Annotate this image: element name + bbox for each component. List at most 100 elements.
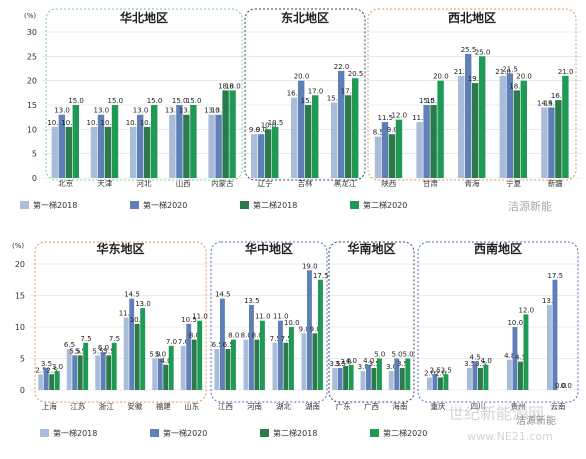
y-tick-label: 5 [32, 150, 37, 159]
bar [562, 75, 569, 178]
data-label: 15.0 [68, 97, 84, 105]
bar [507, 359, 512, 390]
watermark-top: 洁源新能 [508, 199, 552, 213]
data-label: 11.0 [192, 313, 208, 321]
bar [222, 90, 229, 178]
data-label: 4.0 [363, 357, 374, 365]
legend-label: 第二梯2020 [383, 428, 427, 438]
bar [337, 367, 343, 390]
x-tick-label: 海南 [392, 401, 407, 411]
data-label: 10.0 [261, 121, 277, 129]
bar [100, 352, 106, 390]
data-label: 11.5 [412, 114, 428, 122]
data-label: 5.5 [75, 347, 86, 355]
bar [130, 126, 137, 178]
data-label: 8.0 [252, 332, 263, 340]
data-label: 13.0 [54, 107, 70, 115]
data-label: 25.0 [475, 48, 491, 56]
bar [77, 355, 83, 390]
bar [283, 342, 289, 390]
data-label: 6.5 [223, 341, 234, 349]
y-tick-label: 30 [27, 28, 37, 37]
region-box [244, 8, 366, 181]
data-label: 14.5 [215, 291, 231, 299]
data-label: 15.0 [147, 97, 163, 105]
bar [360, 371, 366, 390]
x-tick-label: 陕西 [381, 178, 396, 188]
data-label: 2.5 [441, 366, 452, 374]
bar [106, 355, 112, 390]
bar [104, 126, 112, 178]
bar [405, 358, 411, 390]
bar [243, 339, 249, 390]
bar [352, 78, 359, 178]
bar [388, 371, 394, 390]
data-label: 25.5 [461, 46, 477, 54]
data-label: 5.0 [403, 351, 414, 359]
bar [137, 114, 144, 178]
y-axis-label: (%) [12, 242, 24, 250]
data-label: 10.5 [140, 119, 156, 127]
legend-label: 第一梯2018 [53, 428, 97, 438]
watermark-site: 世纪新能源网 [448, 404, 544, 423]
bar [190, 105, 197, 178]
x-tick-label: 黑龙江 [334, 178, 357, 188]
y-tick-label: 20 [27, 77, 37, 86]
data-label: 4.0 [160, 357, 171, 365]
bar [472, 83, 479, 178]
bar [225, 349, 231, 390]
y-tick-label: 0 [20, 386, 25, 395]
bar [331, 102, 338, 178]
data-label: 20.0 [294, 73, 310, 81]
region-title: 东北地区 [281, 10, 329, 25]
bar [272, 126, 279, 178]
bar [140, 308, 146, 390]
region-box [328, 241, 415, 403]
bar [394, 358, 400, 390]
legend-swatch [20, 201, 29, 209]
x-tick-label: 山西 [176, 178, 191, 188]
bar [472, 361, 478, 390]
data-label: 18.0 [218, 82, 234, 90]
region-title: 华北地区 [120, 10, 168, 25]
bar [180, 345, 186, 390]
bar [111, 342, 117, 390]
bar [371, 367, 377, 390]
x-tick-label: 江西 [218, 402, 233, 411]
data-label: 19.0 [302, 262, 318, 270]
data-label: 4.8 [504, 352, 515, 360]
bar [332, 367, 338, 390]
data-label: 13.0 [165, 107, 181, 115]
bar [58, 114, 65, 178]
legend-label: 第二梯2018 [253, 200, 297, 210]
bar [512, 327, 518, 390]
data-label: 17.0 [308, 87, 324, 95]
legend-label: 第一梯2020 [163, 428, 207, 438]
x-tick-label: 江苏 [70, 401, 85, 411]
data-label: 2.0 [435, 369, 446, 377]
legend-swatch [260, 429, 269, 437]
x-tick-label: 广东 [336, 401, 351, 411]
data-label: 10.5 [130, 316, 146, 324]
bar [443, 374, 449, 390]
bar [483, 364, 489, 390]
y-tick-label: 0 [32, 174, 37, 183]
y-tick-label: 20 [15, 260, 25, 269]
region-title: 华中地区 [245, 241, 293, 256]
data-label: 3.5 [41, 360, 52, 368]
x-tick-label: 湖北 [276, 402, 291, 411]
data-label: 18.0 [225, 82, 241, 90]
data-label: 9.0 [310, 325, 321, 333]
legend-swatch [150, 429, 159, 437]
data-label: 22.0 [334, 63, 350, 71]
data-label: 7.5 [80, 335, 91, 343]
data-label: 10.5 [47, 119, 63, 127]
data-label: 19.5 [468, 75, 484, 83]
bar [249, 304, 254, 390]
bar [54, 371, 60, 390]
data-label: 2.5 [430, 366, 441, 374]
legend-swatch [370, 429, 379, 437]
data-label: 9.0 [256, 126, 267, 134]
data-label: 5.5 [92, 347, 103, 355]
